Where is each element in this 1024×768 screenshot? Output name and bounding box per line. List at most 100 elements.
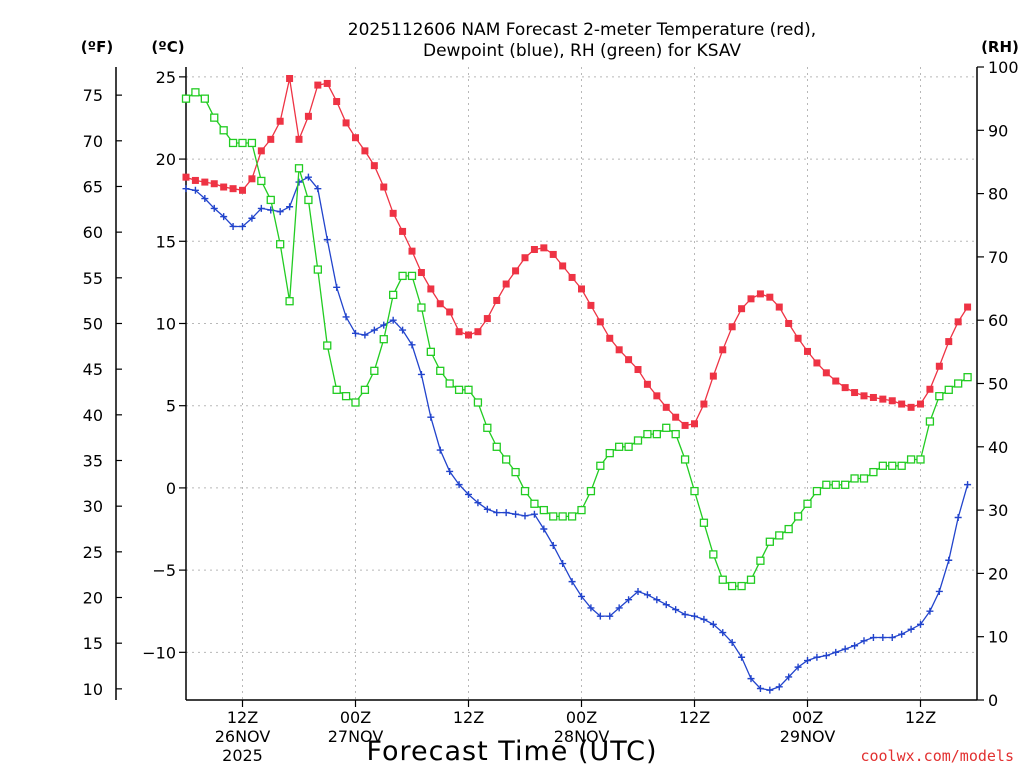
rh-point <box>228 138 238 148</box>
rh-point <box>586 486 596 496</box>
dewpoint-point <box>417 370 425 378</box>
temperature-point <box>502 280 510 288</box>
dewpoint-point <box>361 331 369 339</box>
dewpoint-point <box>935 587 943 595</box>
dewpoint-point <box>370 326 378 334</box>
fahrenheit-tick-label: 45 <box>83 360 103 379</box>
rh-point <box>549 512 558 521</box>
temperature-point <box>286 75 294 83</box>
fahrenheit-tick-label: 70 <box>83 132 103 151</box>
x-tick-label: 00Z <box>792 708 823 727</box>
dewpoint-point <box>756 684 764 692</box>
temperature-point <box>399 227 407 235</box>
dewpoint-point <box>559 560 567 568</box>
rh-point <box>775 531 784 540</box>
dewpoint-point <box>926 607 934 615</box>
dewpoint-point <box>869 634 877 642</box>
temperature-point <box>832 377 840 385</box>
rh-point <box>502 455 511 464</box>
rh-point <box>869 467 878 477</box>
dewpoint-point <box>596 612 604 620</box>
dewpoint-point <box>257 204 265 212</box>
celsius-tick-label: −5 <box>152 561 176 580</box>
rh-point <box>746 575 756 584</box>
dewpoint-point <box>662 601 670 609</box>
rh-point <box>323 341 332 350</box>
fahrenheit-tick-label: 60 <box>83 223 103 242</box>
rh-point <box>219 126 228 135</box>
dewpoint-point <box>700 615 708 623</box>
temperature-point <box>361 147 369 155</box>
temperature-point <box>709 372 717 380</box>
rh-point <box>351 398 360 407</box>
rh-point <box>417 303 426 312</box>
dewpoint-point <box>229 222 237 230</box>
dewpoint-point <box>427 413 435 421</box>
dewpoint-point <box>286 203 294 211</box>
dewpoint-point <box>502 509 510 517</box>
dewpoint-point <box>625 596 633 604</box>
dewpoint-point <box>587 604 595 612</box>
temperature-series <box>182 75 972 429</box>
fahrenheit-tick-label: 40 <box>83 406 103 425</box>
temperature-point <box>888 397 896 405</box>
dewpoint-point <box>766 686 774 694</box>
rh-tick-label: 90 <box>988 121 1008 140</box>
temperature-point <box>935 362 943 370</box>
dewpoint-point <box>653 596 661 604</box>
data-series <box>181 75 972 694</box>
dewpoint-point <box>747 675 755 683</box>
temperature-point <box>822 369 830 377</box>
temperature-point <box>229 185 237 193</box>
dewpoint-point <box>643 591 651 599</box>
x-tick-label: 12Z <box>905 708 936 727</box>
dewpoint-point <box>512 510 520 518</box>
temperature-point <box>634 366 642 374</box>
rh-point <box>624 442 633 451</box>
temperature-point <box>794 334 802 342</box>
temperature-point <box>465 331 472 339</box>
rh-point <box>492 442 501 451</box>
dewpoint-point <box>719 629 727 637</box>
rh-tick-label: 100 <box>988 58 1019 77</box>
rh-point <box>200 94 209 103</box>
dewpoint-point <box>220 213 228 221</box>
credit-text: coolwx.com/models <box>860 747 1014 765</box>
temperature-point <box>879 395 887 403</box>
temperature-point <box>653 392 661 400</box>
rh-point <box>276 240 285 249</box>
dewpoint-point <box>832 648 840 656</box>
rh-point <box>558 512 567 521</box>
dewpoint-point <box>276 208 284 216</box>
dewpoint-point <box>483 505 491 513</box>
dewpoint-point <box>907 625 915 633</box>
dewpoint-point <box>474 499 482 507</box>
dewpoint-point <box>738 653 746 661</box>
x-tick-label: 12Z <box>453 708 484 727</box>
rh-point <box>473 398 483 407</box>
rh-point <box>530 499 539 508</box>
rh-point <box>709 550 718 559</box>
temperature-point <box>917 400 924 408</box>
temperature-point <box>191 176 199 184</box>
rh-point <box>181 94 191 103</box>
rh-point <box>238 138 247 148</box>
dewpoint-point <box>813 653 821 661</box>
temperature-point <box>643 380 651 388</box>
rh-point <box>511 467 520 477</box>
dewpoint-point <box>295 178 303 186</box>
temperature-point <box>248 175 256 183</box>
rh-point <box>841 480 850 489</box>
rh-tick-label: 70 <box>988 248 1008 267</box>
fahrenheit-tick-label: 35 <box>83 452 103 471</box>
rh-point <box>859 474 869 483</box>
rh-point <box>577 505 586 515</box>
temperature-point <box>417 269 425 277</box>
rh-point <box>605 448 614 458</box>
dewpoint-point <box>945 556 953 564</box>
rh-point <box>935 392 944 401</box>
temperature-point <box>738 305 746 313</box>
temperature-point <box>756 290 764 298</box>
rh-point <box>389 290 398 300</box>
